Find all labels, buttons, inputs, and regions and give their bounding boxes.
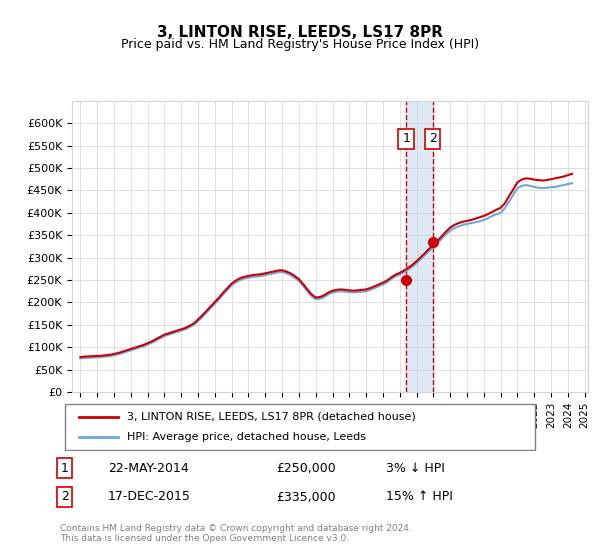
Text: 2: 2: [429, 132, 437, 146]
Text: £335,000: £335,000: [276, 491, 335, 503]
Text: 1: 1: [402, 132, 410, 146]
Text: 15% ↑ HPI: 15% ↑ HPI: [386, 491, 453, 503]
Text: £250,000: £250,000: [276, 461, 336, 474]
Bar: [406, 101, 433, 392]
Text: 22-MAY-2014: 22-MAY-2014: [108, 461, 189, 474]
Text: 3, LINTON RISE, LEEDS, LS17 8PR: 3, LINTON RISE, LEEDS, LS17 8PR: [157, 25, 443, 40]
Text: 1: 1: [61, 461, 69, 474]
Text: Contains HM Land Registry data © Crown copyright and database right 2024.
This d: Contains HM Land Registry data © Crown c…: [60, 524, 412, 543]
Text: 3% ↓ HPI: 3% ↓ HPI: [386, 461, 445, 474]
Text: 17-DEC-2015: 17-DEC-2015: [108, 491, 191, 503]
Text: Price paid vs. HM Land Registry's House Price Index (HPI): Price paid vs. HM Land Registry's House …: [121, 38, 479, 51]
Text: 3, LINTON RISE, LEEDS, LS17 8PR (detached house): 3, LINTON RISE, LEEDS, LS17 8PR (detache…: [127, 412, 416, 422]
FancyBboxPatch shape: [65, 404, 535, 450]
Text: HPI: Average price, detached house, Leeds: HPI: Average price, detached house, Leed…: [127, 432, 366, 442]
Text: 2: 2: [61, 491, 69, 503]
